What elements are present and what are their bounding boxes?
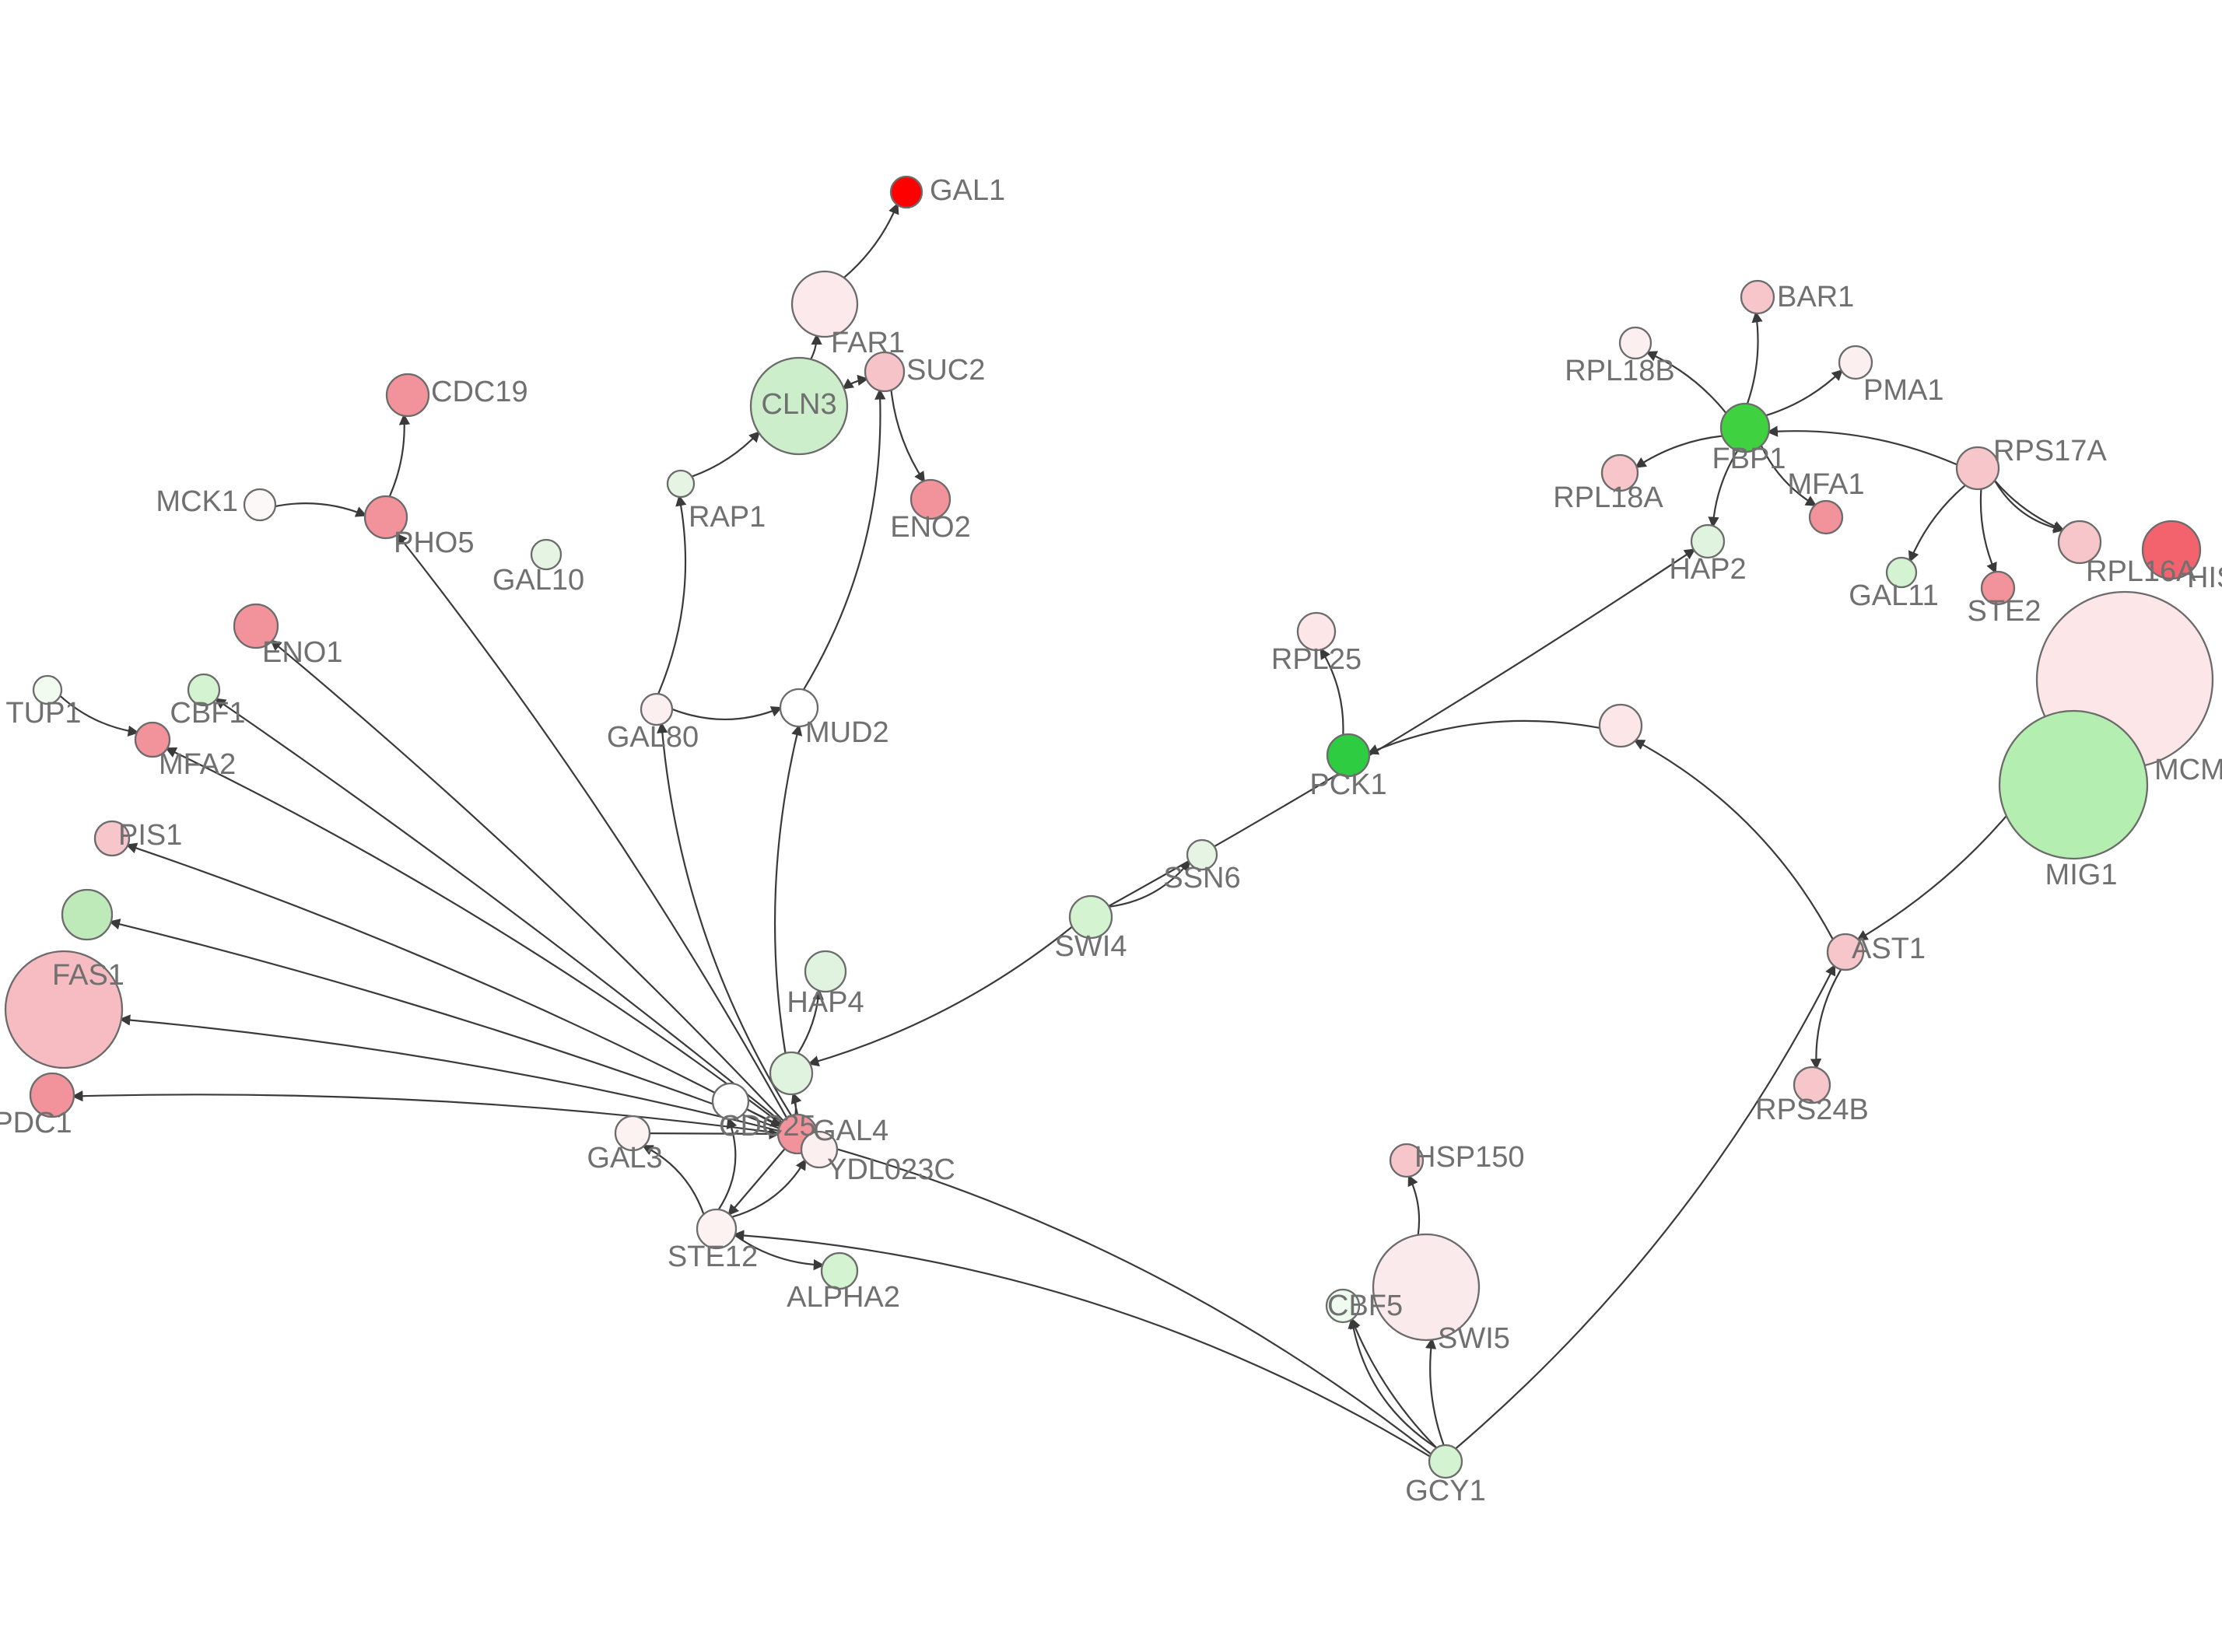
svg-text:AST1: AST1 (1852, 933, 1926, 965)
svg-text:ENO2: ENO2 (890, 511, 970, 544)
svg-text:GAL3: GAL3 (587, 1142, 662, 1174)
svg-text:GAL80: GAL80 (607, 721, 699, 754)
svg-text:CDC19: CDC19 (431, 376, 528, 408)
svg-text:GAL11: GAL11 (1849, 579, 1938, 612)
svg-text:HAP2: HAP2 (1669, 553, 1746, 586)
svg-text:CBF5: CBF5 (1327, 1290, 1403, 1322)
svg-text:PMA1: PMA1 (1863, 374, 1943, 407)
svg-text:RPS24B: RPS24B (1755, 1094, 1869, 1126)
svg-text:CBF1: CBF1 (170, 697, 245, 730)
svg-text:PCK1: PCK1 (1309, 768, 1386, 801)
svg-text:BAR1: BAR1 (1777, 281, 1854, 313)
svg-text:ENO1: ENO1 (262, 636, 342, 669)
svg-text:SUC2: SUC2 (906, 354, 985, 387)
svg-text:PHO5: PHO5 (394, 527, 474, 559)
svg-text:RPL16A: RPL16A (2086, 555, 2196, 588)
svg-text:CLN3: CLN3 (761, 388, 836, 421)
svg-text:FAR1: FAR1 (831, 327, 905, 359)
svg-text:SSN6: SSN6 (1163, 862, 1240, 894)
svg-text:STE2: STE2 (1967, 595, 2041, 628)
svg-text:CDC25: CDC25 (719, 1110, 816, 1143)
svg-text:HAP4: HAP4 (787, 986, 864, 1019)
svg-text:RAP1: RAP1 (689, 501, 766, 534)
svg-text:PIS1: PIS1 (118, 819, 182, 852)
svg-text:GAL10: GAL10 (492, 564, 584, 597)
svg-text:MCK1: MCK1 (156, 485, 238, 518)
svg-text:MFA2: MFA2 (159, 748, 236, 781)
svg-text:RPL25: RPL25 (1271, 643, 1362, 676)
svg-text:MUD2: MUD2 (805, 716, 889, 749)
svg-text:FAS1: FAS1 (52, 959, 124, 992)
svg-text:MCM1: MCM1 (2154, 754, 2222, 786)
svg-text:GAL1: GAL1 (930, 174, 1005, 207)
svg-text:FBP1: FBP1 (1712, 443, 1786, 475)
svg-text:HIS4: HIS4 (2187, 562, 2222, 594)
svg-text:HSP150: HSP150 (1414, 1141, 1525, 1174)
svg-text:GAL4: GAL4 (813, 1115, 888, 1147)
svg-text:YDL023C: YDL023C (827, 1153, 955, 1186)
svg-text:SWI5: SWI5 (1438, 1322, 1510, 1355)
svg-text:RPS17A: RPS17A (1993, 435, 2107, 467)
svg-text:RPL18A: RPL18A (1553, 481, 1663, 514)
svg-text:RPL18B: RPL18B (1565, 355, 1675, 387)
svg-text:GCY1: GCY1 (1405, 1475, 1485, 1507)
svg-text:ALPHA2: ALPHA2 (787, 1281, 900, 1314)
svg-text:STE12: STE12 (668, 1241, 758, 1273)
svg-text:MFA1: MFA1 (1787, 468, 1864, 501)
svg-text:MIG1: MIG1 (2045, 859, 2118, 891)
svg-text:PDC1: PDC1 (0, 1107, 72, 1139)
svg-text:TUP1: TUP1 (5, 697, 81, 730)
svg-text:SWI4: SWI4 (1055, 930, 1127, 963)
